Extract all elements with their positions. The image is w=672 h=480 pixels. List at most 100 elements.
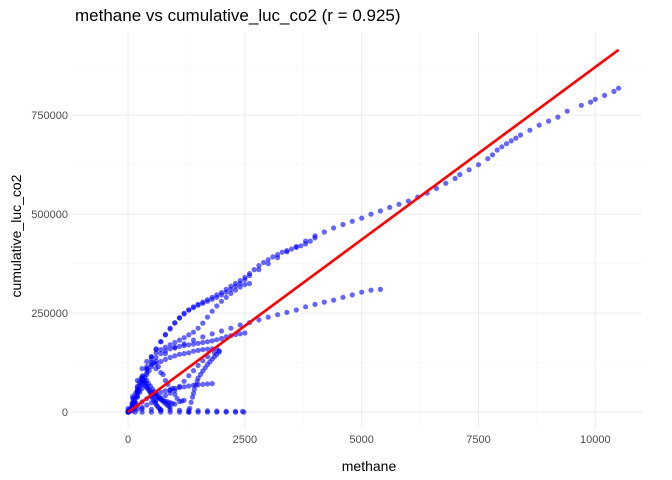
data-point [195, 340, 201, 346]
data-point [232, 287, 239, 293]
data-point [340, 221, 346, 228]
data-point [256, 263, 262, 269]
data-point [162, 388, 168, 394]
data-point [377, 208, 383, 214]
data-point [251, 267, 257, 273]
data-point [181, 351, 187, 357]
data-point [433, 185, 439, 191]
data-point [368, 211, 374, 217]
data-point [232, 280, 239, 287]
x-axis-title: methane [342, 458, 397, 474]
data-point [162, 344, 168, 350]
data-point [237, 331, 243, 337]
data-point [174, 395, 180, 401]
data-point [195, 301, 201, 307]
data-point [331, 297, 337, 303]
data-point [148, 354, 154, 360]
data-point [204, 297, 211, 303]
data-point [144, 358, 150, 365]
data-point [485, 156, 491, 162]
data-point [153, 350, 159, 356]
data-point [186, 373, 192, 379]
data-point [167, 325, 173, 331]
data-point [237, 278, 243, 284]
data-point [611, 88, 617, 94]
y-tick-label: 0 [62, 407, 68, 419]
data-point [186, 350, 192, 356]
data-point [190, 382, 197, 388]
data-point [167, 346, 173, 352]
data-point [289, 246, 295, 252]
data-point [167, 342, 173, 348]
data-point [162, 377, 168, 384]
data-point [190, 341, 197, 347]
chart-title: methane vs cumulative_luc_co2 (r = 0.925… [75, 6, 401, 25]
data-point [190, 390, 197, 396]
data-point [214, 408, 220, 414]
data-point [321, 299, 327, 305]
data-point [578, 102, 584, 108]
regression-line [127, 48, 620, 414]
data-point [546, 118, 552, 124]
data-point [564, 108, 570, 114]
major-gridlines [72, 32, 642, 428]
data-point [246, 280, 253, 287]
data-point [396, 201, 402, 207]
data-point [186, 332, 192, 338]
data-point [475, 162, 482, 168]
data-point [555, 114, 561, 120]
data-point [349, 218, 355, 224]
data-point [517, 132, 524, 138]
data-point [172, 353, 178, 359]
data-point [153, 361, 159, 367]
data-point [186, 409, 192, 415]
data-point [349, 292, 355, 298]
data-point [186, 307, 192, 313]
data-point [190, 329, 197, 335]
data-point [200, 381, 206, 387]
data-point [162, 356, 168, 363]
data-point [466, 167, 472, 173]
data-point [158, 389, 164, 395]
data-point [242, 282, 248, 288]
data-point [189, 394, 196, 400]
data-point [172, 320, 178, 326]
y-tick-label: 250000 [31, 308, 68, 320]
data-point [209, 338, 215, 344]
data-point [303, 241, 309, 247]
data-point [187, 405, 193, 411]
data-point [275, 252, 281, 258]
data-point [188, 399, 194, 405]
data-point [246, 271, 253, 277]
x-tick-label: 5000 [349, 434, 373, 446]
data-point [200, 299, 206, 305]
data-point [158, 370, 164, 376]
data-point [195, 382, 201, 388]
data-point [265, 261, 271, 267]
data-point [359, 215, 365, 221]
data-point [190, 337, 197, 343]
data-points [125, 85, 622, 415]
data-point [204, 408, 211, 414]
data-point [284, 309, 290, 315]
data-point [209, 381, 215, 387]
data-point [190, 368, 197, 374]
data-point [195, 408, 201, 414]
data-point [279, 249, 285, 255]
data-point [200, 334, 206, 340]
data-point [162, 331, 168, 338]
data-point [284, 248, 290, 254]
data-point [176, 337, 183, 343]
data-point [303, 304, 309, 310]
data-point [209, 308, 215, 314]
data-point [204, 346, 211, 352]
data-point [158, 351, 164, 357]
data-point [158, 358, 164, 365]
data-point [616, 85, 622, 91]
data-point [181, 378, 187, 384]
data-point [204, 381, 211, 387]
data-point [218, 328, 225, 334]
data-point [176, 385, 183, 391]
data-point [340, 294, 346, 300]
